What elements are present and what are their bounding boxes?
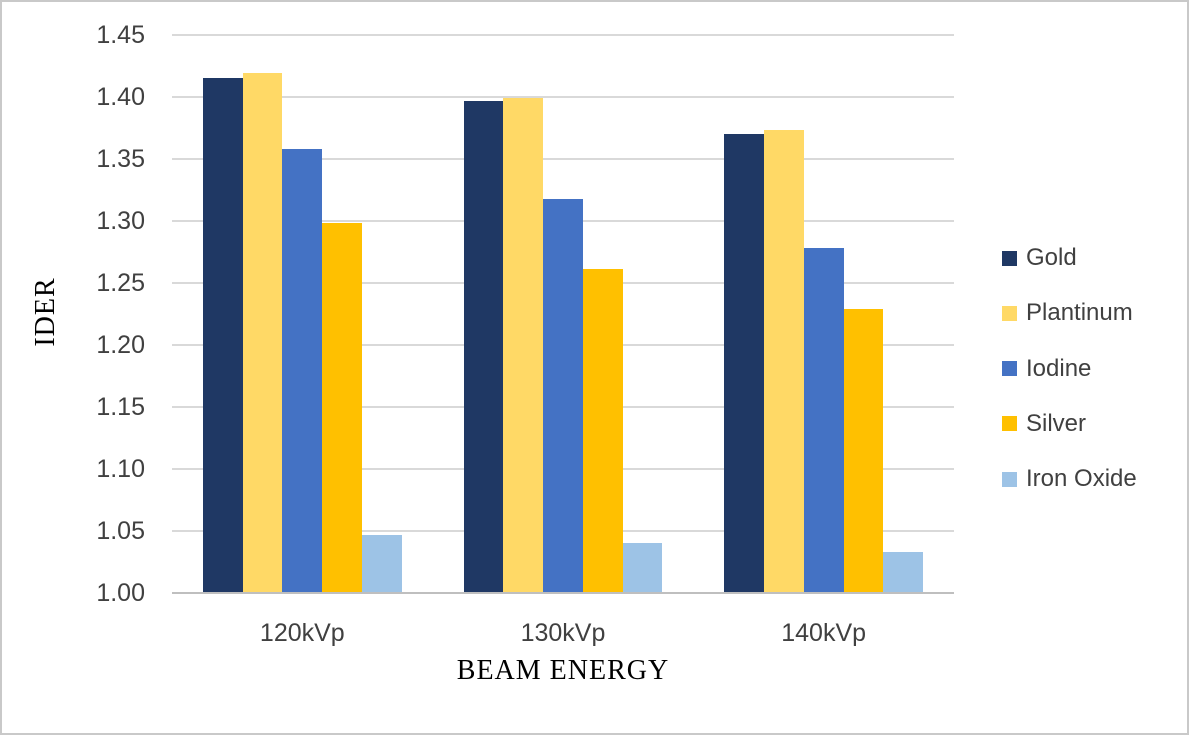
- legend-swatch-icon: [1002, 361, 1017, 377]
- y-tick-label-1.25: 1.25: [96, 269, 145, 297]
- legend-label: Silver: [1026, 409, 1087, 437]
- x-tick-label-120kVp: 120kVp: [259, 619, 345, 647]
- y-tick-label-1.10: 1.10: [96, 455, 145, 483]
- y-tick-label-1.00: 1.00: [96, 579, 145, 607]
- legend-item-iodine: Iodine: [1002, 354, 1092, 382]
- x-axis-title: BEAM ENERGY: [456, 655, 670, 686]
- legend-swatch-icon: [1002, 416, 1017, 432]
- legend-item-iron-oxide: Iron Oxide: [1002, 465, 1137, 493]
- bar-iodine-140kVp: [803, 248, 844, 593]
- legend-item-gold: Gold: [1002, 244, 1077, 271]
- y-tick-label-1.20: 1.20: [96, 331, 145, 359]
- gridline: [172, 96, 954, 98]
- gridline: [172, 34, 954, 36]
- plot-area: [172, 34, 954, 594]
- bar-iodine-130kVp: [543, 198, 583, 593]
- y-axis-title: IDER: [30, 277, 61, 347]
- bar-plantinum-130kVp: [503, 98, 544, 593]
- bar-iron-oxide-140kVp: [883, 552, 924, 593]
- bar-silver-130kVp: [582, 269, 623, 593]
- legend-swatch-icon: [1002, 471, 1017, 487]
- y-tick-label-1.35: 1.35: [96, 145, 145, 173]
- bar-iron-oxide-130kVp: [622, 543, 663, 593]
- x-axis-line: [172, 592, 954, 594]
- bar-plantinum-120kVp: [242, 73, 283, 593]
- legend-label: Gold: [1026, 244, 1077, 271]
- legend-label: Iodine: [1026, 354, 1092, 382]
- gridline: [172, 158, 954, 160]
- y-tick-label-1.15: 1.15: [96, 393, 145, 421]
- legend-label: Iron Oxide: [1026, 465, 1137, 493]
- bar-gold-140kVp: [724, 134, 764, 593]
- bar-gold-120kVp: [202, 78, 243, 593]
- bar-gold-130kVp: [463, 100, 504, 593]
- bar-iodine-120kVp: [282, 149, 323, 593]
- legend-swatch-icon: [1002, 305, 1017, 321]
- y-tick-label-1.30: 1.30: [96, 207, 145, 235]
- bar-silver-120kVp: [322, 223, 363, 593]
- legend-item-plantinum: Plantinum: [1002, 299, 1133, 327]
- legend-label: Plantinum: [1026, 299, 1133, 327]
- legend-swatch-icon: [1002, 250, 1017, 266]
- bar-silver-140kVp: [843, 309, 884, 593]
- bar-iron-oxide-120kVp: [362, 534, 402, 593]
- y-tick-label-1.05: 1.05: [96, 517, 145, 545]
- legend-item-silver: Silver: [1002, 409, 1087, 437]
- x-tick-label-130kVp: 130kVp: [520, 619, 606, 647]
- x-tick-label-140kVp: 140kVp: [781, 619, 867, 647]
- y-tick-label-1.45: 1.45: [96, 21, 145, 49]
- y-tick-label-1.40: 1.40: [96, 83, 145, 111]
- bar-plantinum-140kVp: [763, 130, 804, 593]
